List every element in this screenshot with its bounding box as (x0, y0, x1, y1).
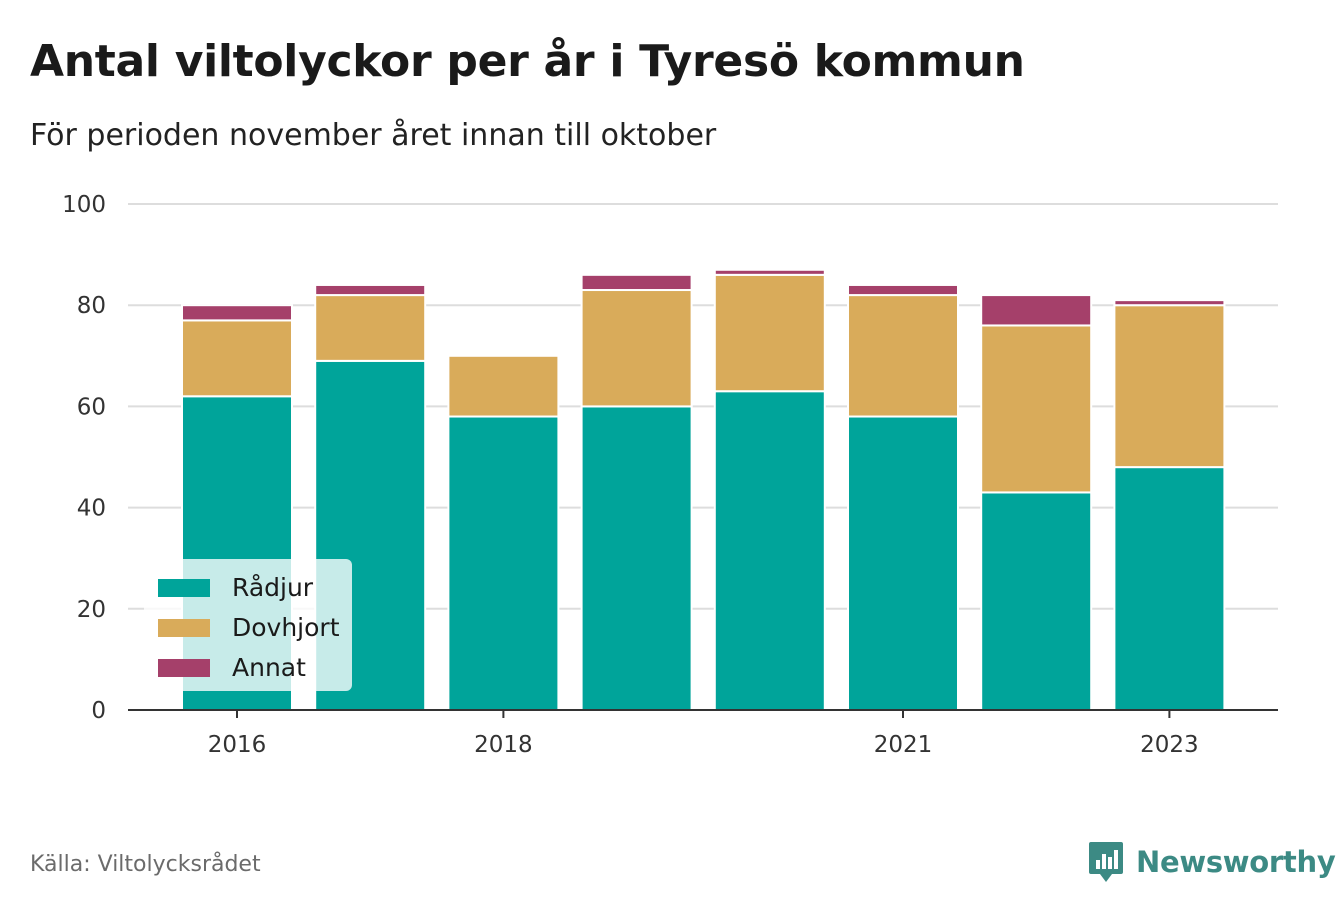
legend-label-radjur: Rådjur (232, 573, 314, 602)
x-tick-label: 2016 (208, 732, 267, 758)
x-tick-label: 2018 (474, 732, 533, 758)
bar-segment-radjur (980, 491, 1093, 712)
bar-segment-dovhjort (181, 319, 293, 398)
bar-segment-radjur (847, 415, 959, 711)
y-tick-label: 60 (77, 394, 106, 420)
legend-swatch-dovhjort (158, 618, 210, 637)
legend-label-annat: Annat (232, 653, 306, 682)
legend: Rådjur Dovhjort Annat (144, 559, 352, 691)
bar-segment-annat (847, 283, 959, 297)
bar-segment-dovhjort (980, 324, 1093, 494)
bar-segment-radjur (713, 390, 826, 711)
bar-segment-radjur (1113, 466, 1226, 711)
legend-swatch-radjur (158, 578, 210, 597)
source-note: Källa: Viltolycksrådet (30, 852, 261, 877)
bar-segment-dovhjort (314, 294, 427, 362)
bar-segment-dovhjort (847, 294, 959, 418)
legend-item-dovhjort: Dovhjort (158, 613, 340, 642)
bar-segment-annat (580, 273, 693, 292)
y-tick-label: 0 (91, 698, 106, 724)
bar-segment-annat (713, 268, 826, 276)
y-tick-label: 80 (77, 293, 106, 319)
chart-subtitle: För perioden november året innan till ok… (30, 118, 717, 153)
bar-segment-radjur (580, 405, 693, 711)
chart-title: Antal viltolyckor per år i Tyresö kommun (30, 36, 1025, 87)
y-axis-ticks: 0 20 40 60 80 100 (62, 192, 106, 724)
bar-segment-annat (1113, 299, 1226, 307)
y-tick-label: 100 (62, 192, 106, 218)
bar-segment-dovhjort (447, 354, 560, 418)
bar-segment-annat (314, 283, 427, 297)
bar-segment-dovhjort (1113, 304, 1226, 469)
x-tick-label: 2023 (1140, 732, 1199, 758)
bar-segment-radjur (447, 415, 560, 711)
y-tick-label: 20 (77, 597, 106, 623)
bar-segment-dovhjort (580, 289, 693, 408)
legend-swatch-annat (158, 658, 210, 677)
y-tick-label: 40 (77, 496, 106, 522)
bar-chart-badge-icon (1089, 842, 1123, 882)
bar-segment-annat (980, 294, 1093, 327)
legend-item-annat: Annat (158, 653, 306, 682)
legend-item-radjur: Rådjur (158, 573, 313, 602)
x-tick-label: 2021 (874, 732, 933, 758)
grid-lines (128, 203, 1278, 610)
legend-label-dovhjort: Dovhjort (232, 613, 340, 642)
brand-logo: Newsworthy (1088, 840, 1336, 884)
x-axis-ticks: 2016 2018 2021 2023 (208, 710, 1199, 758)
brand-label: Newsworthy (1136, 845, 1336, 879)
bar-segment-dovhjort (713, 273, 826, 393)
bar-segment-annat (181, 304, 293, 322)
